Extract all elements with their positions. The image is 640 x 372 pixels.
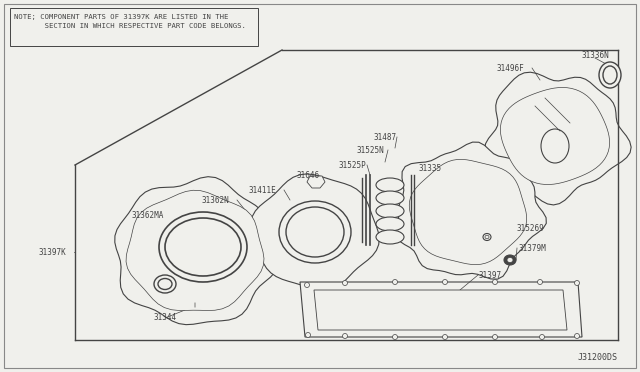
Ellipse shape: [538, 279, 543, 285]
Ellipse shape: [376, 230, 404, 244]
Text: 31646: 31646: [296, 170, 319, 180]
Ellipse shape: [376, 204, 404, 218]
Text: 31344: 31344: [154, 314, 177, 323]
Ellipse shape: [540, 334, 545, 340]
Text: J31200DS: J31200DS: [578, 353, 618, 362]
FancyBboxPatch shape: [10, 8, 258, 46]
Ellipse shape: [485, 235, 489, 239]
Ellipse shape: [575, 280, 579, 285]
Ellipse shape: [483, 234, 491, 241]
Text: 31525P: 31525P: [338, 160, 366, 170]
Ellipse shape: [493, 334, 497, 340]
Ellipse shape: [154, 275, 176, 293]
Text: 31336N: 31336N: [581, 51, 609, 60]
Polygon shape: [396, 142, 547, 279]
Ellipse shape: [279, 201, 351, 263]
Ellipse shape: [392, 334, 397, 340]
Ellipse shape: [493, 279, 497, 285]
Polygon shape: [409, 159, 527, 264]
Text: 31496F: 31496F: [496, 64, 524, 73]
Ellipse shape: [286, 207, 344, 257]
Ellipse shape: [158, 279, 172, 289]
Polygon shape: [500, 87, 609, 185]
Ellipse shape: [376, 178, 404, 192]
Ellipse shape: [305, 282, 310, 288]
Ellipse shape: [392, 279, 397, 285]
Ellipse shape: [541, 129, 569, 163]
Ellipse shape: [442, 279, 447, 285]
Text: 31411E: 31411E: [248, 186, 276, 195]
Polygon shape: [115, 177, 279, 325]
Ellipse shape: [305, 333, 310, 337]
Ellipse shape: [376, 191, 404, 205]
Ellipse shape: [442, 334, 447, 340]
Text: 31379M: 31379M: [518, 244, 546, 253]
Ellipse shape: [165, 218, 241, 276]
Text: 31397K: 31397K: [38, 247, 66, 257]
Polygon shape: [251, 174, 380, 290]
Polygon shape: [314, 290, 567, 330]
Text: 315269: 315269: [516, 224, 544, 232]
Ellipse shape: [603, 66, 617, 84]
Ellipse shape: [575, 334, 579, 339]
Text: 31362MA: 31362MA: [132, 211, 164, 219]
Polygon shape: [307, 176, 325, 188]
Ellipse shape: [159, 212, 247, 282]
Ellipse shape: [376, 217, 404, 231]
Text: 31525N: 31525N: [356, 145, 384, 154]
Ellipse shape: [599, 62, 621, 88]
Ellipse shape: [342, 280, 348, 285]
Text: 31487: 31487: [373, 132, 397, 141]
Polygon shape: [126, 190, 264, 311]
Ellipse shape: [342, 334, 348, 339]
Text: NOTE; COMPONENT PARTS OF 31397K ARE LISTED IN THE
       SECTION IN WHICH RESPEC: NOTE; COMPONENT PARTS OF 31397K ARE LIST…: [14, 14, 246, 29]
Polygon shape: [484, 72, 631, 205]
Text: 31362N: 31362N: [201, 196, 229, 205]
Ellipse shape: [507, 257, 513, 263]
Text: 31335: 31335: [419, 164, 442, 173]
Text: 31397: 31397: [479, 270, 502, 279]
Polygon shape: [300, 282, 582, 337]
Ellipse shape: [504, 255, 516, 265]
